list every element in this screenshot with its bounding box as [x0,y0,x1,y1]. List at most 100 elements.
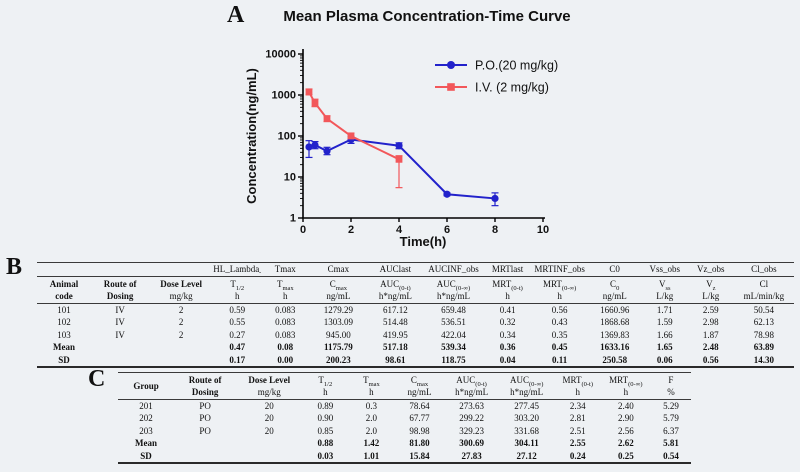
y-tick-label: 1000 [272,90,296,102]
table-cell: 329.23 [459,425,484,436]
chart-title: Mean Plasma Concentration-Time Curve [283,8,571,25]
table-cell [149,353,214,369]
data-point-circle [443,190,451,198]
table-cell: 0.083 [275,317,296,328]
header-cell: MRT(0-t) h [483,276,532,304]
table-cell: PO [199,401,211,411]
export-header-cell: MRTINF_obs [531,262,588,277]
header-cell: Animal code [37,276,92,304]
export-header-cell: C0 [587,262,642,277]
data-point-circle [491,194,499,203]
table-cell: 62.13 [753,317,775,328]
table-cell: PO [199,413,211,424]
table-row: SD 0.17 0.00 200.23 98.61 118.75 0.04 0.11 250.5… [37,353,794,369]
header-cell: F% [650,372,691,400]
table-cell: 0.59 [229,305,246,315]
table-row: SD 0.03 1.01 15.84 27.83 27.12 0.24 0.25 0.54 [118,449,691,465]
y-tick-label: 10 [284,172,296,184]
table-row: 203 PO 20 0.85 2.0 98.98 329.23 331.68 2.51 2.56 6… [118,425,691,437]
series-line-0 [308,138,496,200]
table-cell: 1.59 [656,317,673,328]
header-cell: Cmax ng/mL [394,372,445,400]
header-cell: C0 ng/mL [587,276,642,304]
table-cell: 0.00 [261,353,310,369]
table-cell: 1.71 [656,305,673,315]
export-header-cell: Vz_obs [687,262,734,277]
table-cell: 303.20 [514,413,540,424]
table-cell: 67.77 [409,413,430,424]
table-cell: 2.59 [702,305,719,315]
table-cell: 300.69 [459,438,484,449]
header-cell: Vz L/kg [687,276,734,304]
table-cell: Mean [53,342,76,353]
table-cell: 0.56 [551,305,568,315]
header-cell: MRT(0-∞) h [600,372,651,400]
table-cell: 2.62 [617,438,634,449]
header-cell: Dose Level mg/kg [236,372,303,400]
table-cell: 250.58 [587,353,642,369]
table-cell [149,341,213,353]
table-cell: 98.98 [409,425,430,436]
table-cell: 118.75 [423,353,484,369]
table-cell: 0.88 [317,438,334,449]
table-cell: 0.47 [229,342,246,353]
table-cell: 1175.79 [323,342,353,353]
export-header-cell: AUCINF_obs [423,262,484,277]
table-cell: 2.0 [365,425,378,436]
table-row: 201 PO 20 0.89 0.3 78.64 273.63 277.45 2.34 2.40 5… [118,400,691,413]
header-cell: Tmax h [348,372,395,400]
x-tick-label: 6 [444,224,450,236]
table-cell: 2.40 [617,401,634,411]
table-cell: IV [115,317,125,328]
table-cell: 299.22 [459,413,484,424]
table-cell: 304.11 [514,438,539,449]
table-cell: 1660.96 [600,305,630,315]
table-cell: 78.64 [409,401,430,411]
data-point-circle [395,142,403,150]
export-header-cell: HL_Lambda_ [213,262,262,277]
table-cell: 0.32 [499,317,516,328]
header-cell: Tmax h [261,276,310,304]
table-cell: 331.68 [514,425,540,436]
table-cell: PO [199,425,211,436]
table-cell: 273.63 [459,401,484,411]
header-cell: Vss L/kg [641,276,688,304]
table-cell: 0.56 [687,353,734,369]
table-cell: IV [115,329,125,340]
table-cell [91,341,149,353]
table-cell: 81.80 [409,438,430,449]
header-cell: MRT(0-t) h [554,372,601,400]
table-cell: 0.35 [551,329,568,340]
table-cell: 5.79 [663,413,679,424]
plasma-concentration-time-chart: 1 10 100 1000 10000 0 2 4 6 8 10 P.O.(20 mg/kg) I.V.… [245,49,558,250]
table-cell: 20 [264,425,274,436]
export-header-cell: AUClast [367,262,424,277]
export-header-cell: Tmax [261,262,310,277]
table-cell: 5.81 [663,438,679,449]
table-cell: 1.66 [656,329,673,340]
y-tick-label: 1 [290,213,296,225]
table-cell: 2.56 [617,425,634,436]
table-cell: 14.30 [733,353,794,369]
header-cell: T1/2 h [213,276,262,304]
table-cell: 1868.68 [600,317,630,328]
data-point-square [323,115,331,123]
table-row: Mean 0.88 1.42 81.80 300.69 304.11 2.55 2.62 5.8… [118,437,691,449]
data-point-square [311,99,319,107]
header-cell: AUC(0-t) h*ng/mL [367,276,424,304]
table-cell: 0.083 [275,305,296,315]
table-cell: 50.54 [753,305,775,315]
table-cell: 0.41 [499,305,516,315]
table-cell: 659.48 [441,305,466,315]
table-cell: 98.61 [367,353,424,369]
table-cell: 101 [57,305,71,315]
table-cell: 0.08 [277,342,294,353]
y-tick-label: 100 [278,131,296,143]
data-point-square [305,88,313,96]
table-cell: 78.98 [753,329,775,340]
data-point-circle [311,141,319,149]
table-cell: SD [118,449,175,465]
panel-b-label: B [6,254,23,280]
header-cell: AUC(0-t) h*ng/mL [444,372,499,400]
table-cell: 539.34 [441,342,466,353]
